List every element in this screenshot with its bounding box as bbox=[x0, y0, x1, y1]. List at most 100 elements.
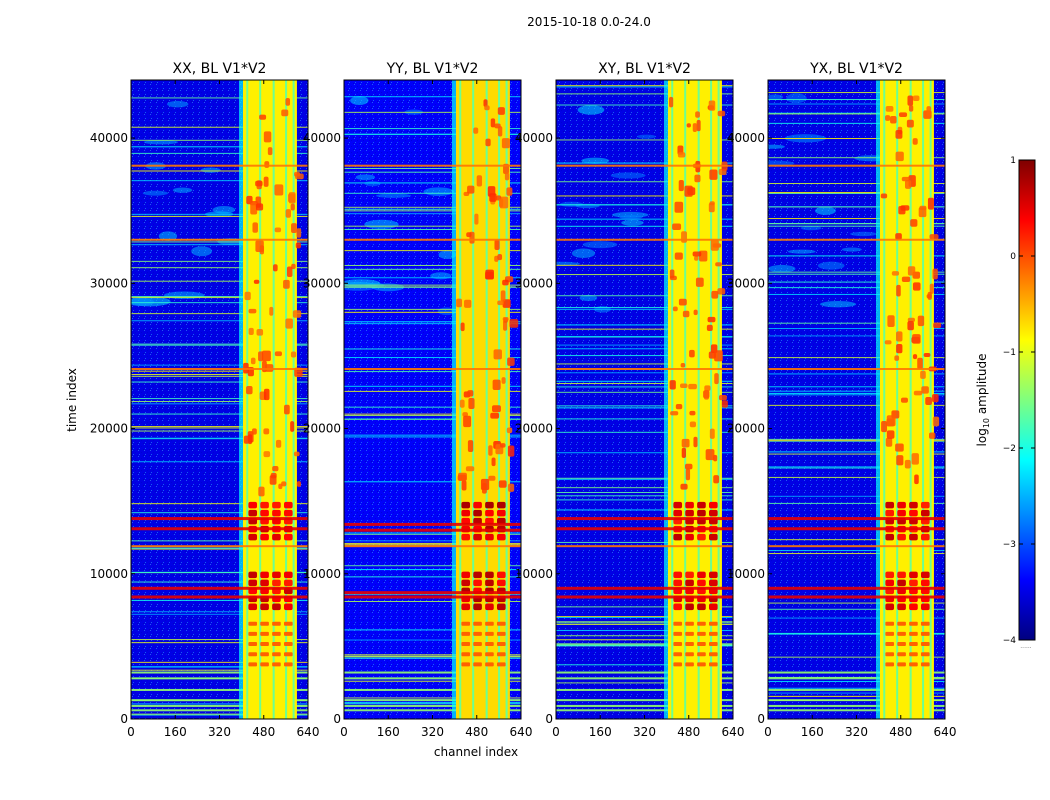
heatmap-cloud bbox=[143, 139, 179, 145]
heatmap-row bbox=[344, 228, 521, 230]
heatmap-row bbox=[344, 308, 521, 310]
rfi-blob bbox=[485, 652, 494, 657]
rfi-peak bbox=[248, 603, 258, 611]
heatmap-cloud bbox=[819, 301, 857, 308]
rfi-blob bbox=[501, 138, 510, 149]
heatmap-row bbox=[344, 111, 521, 113]
rfi-peak bbox=[909, 579, 918, 587]
heatmap-row bbox=[556, 407, 733, 409]
heatmap-row bbox=[768, 495, 945, 497]
rfi-blob bbox=[929, 283, 934, 294]
heatmap-row bbox=[768, 451, 945, 453]
rfi-blob bbox=[272, 642, 281, 647]
heatmap-strong-row bbox=[556, 164, 733, 167]
heatmap-strong-row bbox=[344, 591, 521, 595]
rfi-blob bbox=[292, 310, 302, 318]
heatmap-cloud bbox=[364, 180, 381, 187]
heatmap-row bbox=[768, 404, 945, 406]
heatmap-row bbox=[344, 655, 521, 657]
heatmap-row bbox=[131, 613, 308, 615]
heatmap-cloud bbox=[621, 219, 644, 226]
heatmap-row bbox=[131, 403, 308, 405]
rfi-blob bbox=[891, 271, 900, 276]
rfi-blob bbox=[461, 631, 471, 636]
rfi-blob bbox=[917, 357, 923, 370]
rfi-blob bbox=[250, 202, 258, 215]
rfi-peak bbox=[697, 579, 706, 587]
heatmap-row bbox=[768, 553, 945, 555]
rfi-blob bbox=[914, 474, 919, 485]
rfi-peak bbox=[461, 533, 471, 541]
rfi-peak bbox=[260, 509, 269, 517]
heatmap-row bbox=[344, 213, 521, 215]
rfi-peak bbox=[485, 509, 494, 517]
rfi-blob bbox=[473, 621, 482, 626]
rfi-blob bbox=[255, 180, 263, 187]
heatmap-row bbox=[556, 383, 733, 385]
heatmap-row bbox=[344, 677, 521, 680]
heatmap-cloud bbox=[430, 272, 452, 280]
rfi-blob bbox=[714, 373, 719, 385]
rfi-peak bbox=[697, 509, 706, 517]
rfi-blob bbox=[502, 279, 509, 286]
heatmap-row bbox=[556, 639, 733, 641]
rfi-blob bbox=[709, 169, 718, 180]
rfi-blob bbox=[681, 447, 686, 458]
rfi-blob bbox=[884, 340, 892, 345]
rfi-blob bbox=[909, 652, 918, 657]
x-tick-label: 0 bbox=[552, 725, 560, 739]
heatmap-row bbox=[131, 213, 308, 215]
heatmap-row bbox=[344, 709, 521, 712]
rfi-blob bbox=[273, 264, 278, 272]
heatmap-row bbox=[768, 392, 945, 394]
heatmap-strong-row bbox=[131, 517, 308, 521]
heatmap-strong-row bbox=[131, 164, 308, 167]
heatmap-row bbox=[556, 274, 733, 276]
rfi-blob bbox=[673, 642, 683, 647]
rfi-blob bbox=[673, 621, 683, 626]
rfi-blob bbox=[680, 362, 686, 368]
rfi-blob bbox=[706, 324, 713, 332]
heatmap-row bbox=[344, 208, 521, 210]
rfi-blob bbox=[686, 123, 691, 128]
rfi-blob bbox=[263, 428, 270, 435]
heatmap-row bbox=[131, 180, 308, 182]
heatmap-row bbox=[344, 250, 521, 252]
rfi-blob bbox=[251, 428, 257, 435]
rfi-blob bbox=[932, 268, 938, 280]
heatmap-row bbox=[768, 271, 945, 273]
y-tick-label: 30000 bbox=[727, 276, 765, 290]
rfi-peak bbox=[272, 579, 281, 587]
rfi-peak bbox=[673, 603, 683, 611]
heatmap-cloud bbox=[158, 231, 178, 241]
rfi-blob bbox=[682, 310, 690, 318]
x-tick-label: 320 bbox=[421, 725, 444, 739]
colorbar: 1 0 −1 −2 −3 −4 log10 amplitude ...... bbox=[975, 156, 1036, 650]
heatmap-row bbox=[344, 413, 521, 415]
rfi-blob bbox=[685, 631, 694, 636]
heatmap-row bbox=[768, 328, 945, 330]
rfi-blob bbox=[670, 411, 679, 416]
heatmap-row bbox=[556, 264, 733, 266]
heatmap-row bbox=[344, 277, 521, 279]
rfi-blob bbox=[685, 621, 694, 626]
rfi-blob bbox=[921, 386, 929, 394]
heatmap-strong-row bbox=[131, 527, 308, 531]
heatmap-row bbox=[556, 86, 733, 88]
heatmap-row bbox=[131, 295, 308, 297]
heatmap-row bbox=[131, 669, 308, 671]
rfi-blob bbox=[248, 327, 254, 335]
y-tick-label: 10000 bbox=[90, 567, 128, 581]
heatmap-strong-row bbox=[131, 595, 308, 599]
rfi-peak bbox=[897, 501, 906, 509]
rfi-blob bbox=[467, 440, 474, 453]
heatmap-strong-row bbox=[556, 527, 733, 531]
x-tick-label: 480 bbox=[889, 725, 912, 739]
rfi-peak bbox=[685, 533, 694, 541]
rfi-blob bbox=[506, 187, 513, 196]
heatmap-row bbox=[556, 616, 733, 618]
rfi-blob bbox=[697, 662, 706, 667]
rfi-blob bbox=[283, 621, 293, 626]
heatmap-strong-row bbox=[556, 238, 733, 241]
rfi-blob bbox=[488, 475, 496, 481]
